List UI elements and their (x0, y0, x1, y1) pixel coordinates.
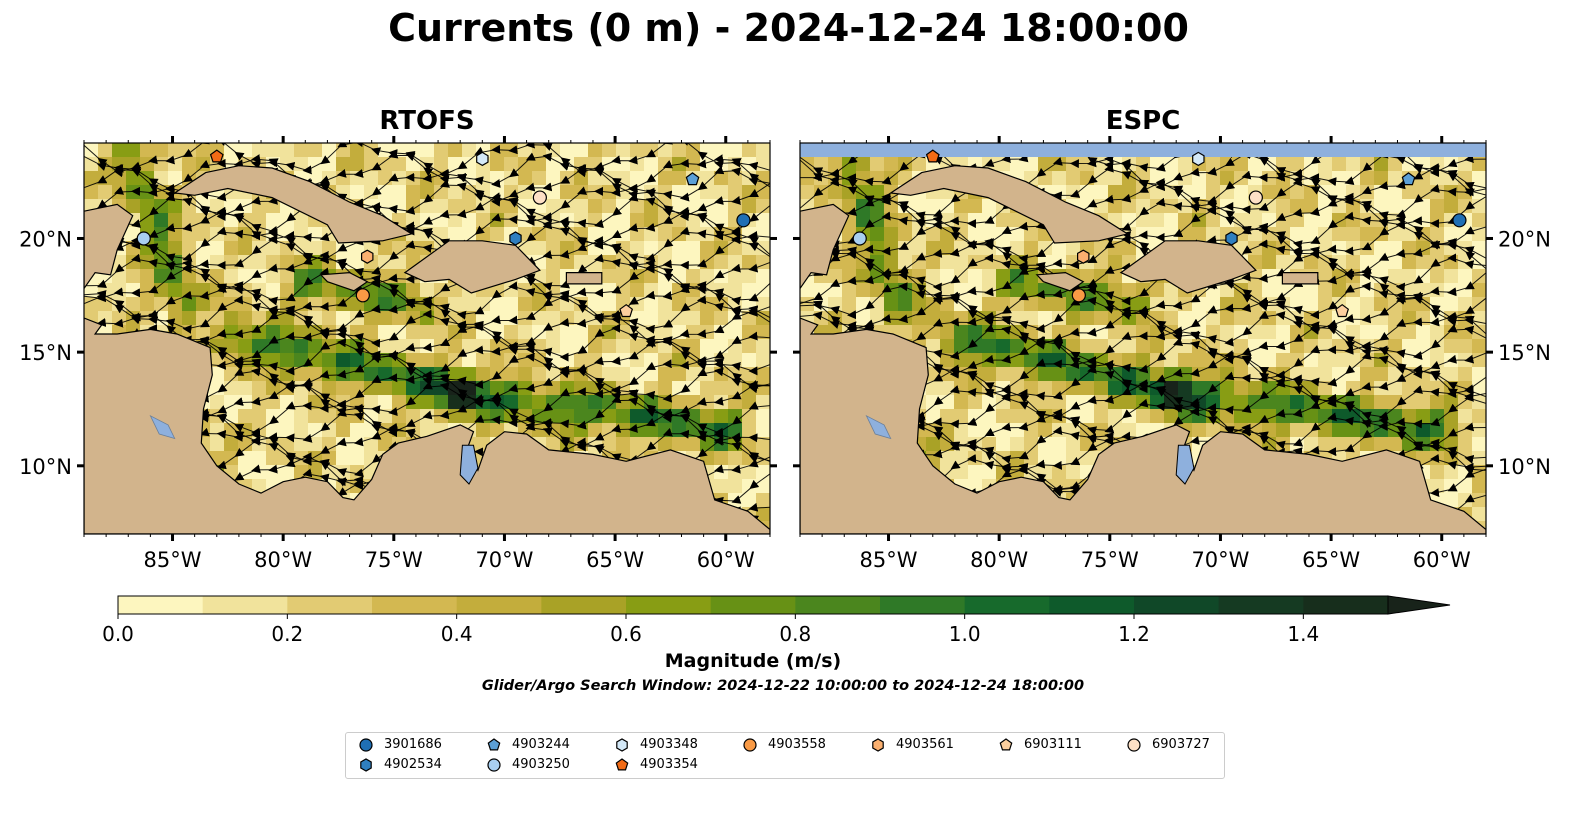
lon-tick-label: 60°W (697, 548, 755, 572)
lon-tick-label: 75°W (1081, 548, 1139, 572)
float-marker-3901686 (1452, 213, 1467, 228)
legend-label: 4903561 (896, 737, 954, 752)
float-marker-6903111 (619, 303, 634, 318)
float-marker-4903354 (209, 149, 224, 163)
legend-label: 4902534 (384, 757, 442, 772)
lon-tick-label: 60°W (1413, 548, 1471, 572)
lat-tick-label: 15°N (1498, 341, 1551, 365)
float-marker-4903250 (852, 231, 867, 246)
colorbar-tick-label: 0.6 (610, 622, 642, 646)
legend-label: 6903727 (1152, 737, 1210, 752)
float-marker-6903111 (1335, 303, 1350, 318)
lon-tick-label: 85°W (860, 548, 918, 572)
colorbar-extend-arrow (1387, 595, 1451, 615)
lat-tick-label: 15°N (19, 341, 72, 365)
float-marker-4902534 (1225, 231, 1238, 246)
colorbar-segment (287, 596, 373, 614)
colorbar: 0.0 0.2 0.4 0.6 0.8 1.0 1.2 1.4 (102, 595, 1451, 646)
map-panel-rtofs: 85°W 80°W 75°W 70°W 65°W 60°W 10°N 15°N 20°N (19, 136, 777, 572)
legend-label: 4903348 (640, 737, 698, 752)
float-marker-3901686 (736, 213, 751, 228)
colorbar-segment (118, 596, 204, 614)
colorbar-segment (1049, 596, 1135, 614)
colorbar-tick-label: 1.0 (949, 622, 981, 646)
colorbar-segment (880, 596, 966, 614)
colorbar-tick-label: 0.0 (102, 622, 134, 646)
lon-tick-label: 75°W (365, 548, 423, 572)
colorbar-segment (1303, 596, 1389, 614)
colorbar-segment (1134, 596, 1220, 614)
colorbar-tick-label: 0.4 (441, 622, 473, 646)
panel-title-rtofs: RTOFS (379, 106, 475, 136)
lon-tick-label: 80°W (254, 548, 312, 572)
colorbar-segment (372, 596, 458, 614)
float-marker-4903348 (476, 151, 489, 167)
lon-tick-label: 65°W (1302, 548, 1360, 572)
float-marker-4903348 (1192, 151, 1205, 167)
float-marker-6903727 (532, 190, 547, 205)
hexagon-marker-icon (616, 738, 628, 752)
colorbar-tick-label: 0.2 (271, 622, 303, 646)
colorbar-tick-label: 0.8 (779, 622, 811, 646)
float-marker-4903354 (925, 149, 940, 163)
float-marker-4903558 (355, 288, 370, 303)
pentagon-marker-icon (615, 758, 629, 771)
float-marker-4903244 (685, 172, 700, 186)
pentagon-marker-icon (487, 738, 501, 751)
colorbar-segment (964, 596, 1050, 614)
hexagon-marker-icon (360, 758, 372, 772)
colorbar-label: Magnitude (m/s) (664, 650, 842, 672)
circle-marker-icon (487, 758, 501, 772)
colorbar-tick-label: 1.4 (1287, 622, 1319, 646)
legend-label: 4903250 (512, 757, 570, 772)
lat-tick-label: 10°N (1498, 455, 1551, 479)
lon-tick-label: 85°W (144, 548, 202, 572)
colorbar-segment (456, 596, 542, 614)
figure-title: Currents (0 m) - 2024-12-24 18:00:00 (388, 6, 1189, 50)
float-marker-4903250 (136, 231, 151, 246)
circle-marker-icon (359, 738, 373, 752)
lon-tick-label: 70°W (1191, 548, 1249, 572)
legend-label: 6903111 (1024, 737, 1082, 752)
search-window-note: Glider/Argo Search Window: 2024-12-22 10… (481, 678, 1085, 694)
legend-label: 4903354 (640, 757, 698, 772)
colorbar-segment (541, 596, 627, 614)
lat-tick-label: 10°N (19, 455, 72, 479)
hexagon-marker-icon (872, 738, 884, 752)
circle-marker-icon (1127, 738, 1141, 752)
float-marker-6903727 (1248, 190, 1263, 205)
legend-label: 4903558 (768, 737, 826, 752)
colorbar-segment (795, 596, 881, 614)
pentagon-marker-icon (999, 738, 1013, 751)
float-marker-4903558 (1071, 288, 1086, 303)
float-legend: 3901686 4902534 4903244 4903250 4903348 49033… (345, 732, 1225, 779)
colorbar-segment (710, 596, 796, 614)
legend-label: 4903244 (512, 737, 570, 752)
lat-tick-label: 20°N (19, 227, 72, 251)
float-marker-4903561 (1076, 249, 1090, 264)
circle-marker-icon (743, 738, 757, 752)
map-panel-espc: 85°W 80°W 75°W 70°W 65°W 60°W 10°N 15°N 20°N (793, 136, 1551, 572)
lon-tick-label: 80°W (970, 548, 1028, 572)
colorbar-segment (626, 596, 712, 614)
colorbar-segment (202, 596, 288, 614)
float-marker-4903244 (1401, 172, 1416, 186)
panel-title-espc: ESPC (1105, 106, 1181, 136)
lon-tick-label: 65°W (586, 548, 644, 572)
float-marker-4903561 (361, 249, 374, 264)
legend-label: 3901686 (384, 737, 442, 752)
lon-tick-label: 70°W (475, 548, 533, 572)
float-marker-4902534 (509, 231, 522, 246)
lat-tick-label: 20°N (1498, 227, 1551, 251)
colorbar-tick-label: 1.2 (1118, 622, 1150, 646)
colorbar-segment (1218, 596, 1304, 614)
